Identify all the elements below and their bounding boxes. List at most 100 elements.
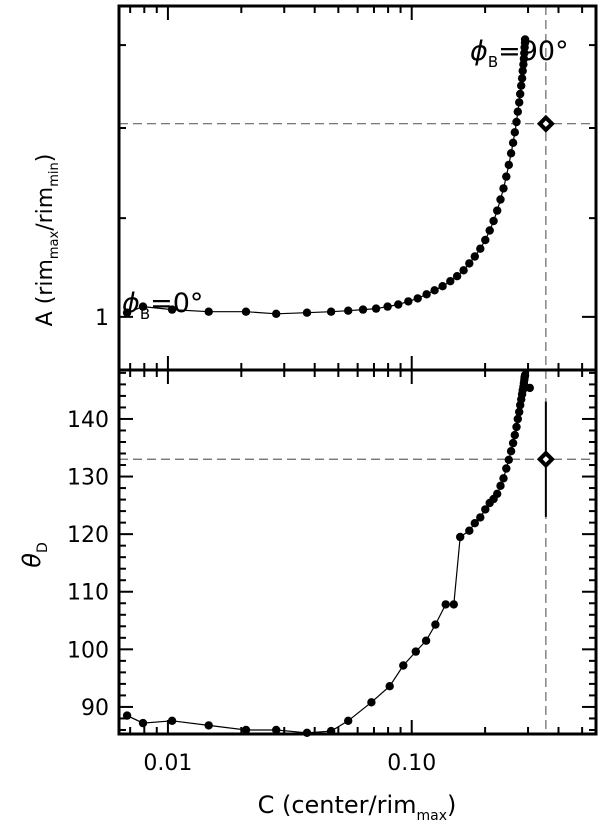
bottom-points (122, 371, 534, 737)
bottom-data-point-17 (456, 532, 465, 542)
bottom-reference-lines (119, 370, 596, 734)
top-data-point-34 (510, 128, 519, 137)
bottom-data-point-11 (399, 661, 408, 670)
bottom-data-point-24 (493, 489, 502, 498)
top-data-point-35 (512, 117, 521, 127)
bottom-data-point-15 (441, 600, 450, 609)
top-measurement (536, 114, 555, 133)
bottom-data-point-19 (470, 519, 479, 528)
bottom-data-point-1 (138, 718, 148, 728)
annotation-phi-b-90: ϕB=90° (470, 36, 569, 71)
bottom-data-point-13 (421, 636, 431, 645)
top-y-tick-label: 1 (95, 306, 109, 331)
top-measurement-marker-center (542, 120, 550, 127)
top-data-point-26 (489, 216, 498, 226)
bottom-y-tick-label: 100 (67, 638, 109, 663)
x-axis-label: C (center/rimmax) (258, 791, 457, 824)
bottom-data-point-28 (504, 455, 513, 464)
bottom-data-point-21 (481, 505, 490, 514)
top-data-point-14 (413, 294, 422, 303)
bottom-y-axis-label: θD (18, 542, 51, 567)
bottom-data-point-20 (476, 513, 485, 522)
top-data-point-2 (167, 305, 177, 314)
top-data-point-12 (394, 300, 403, 309)
bottom-plot-frame (117, 368, 598, 736)
bottom-data-point-33 (513, 414, 522, 424)
top-data-point-8 (344, 306, 353, 315)
bottom-data-point-30 (508, 438, 518, 448)
top-data-point-3 (204, 307, 213, 316)
bottom-data-point-32 (512, 422, 521, 432)
bottom-data-point-31 (510, 430, 519, 440)
top-data-point-32 (506, 149, 516, 158)
top-data-point-15 (422, 290, 431, 299)
bottom-data-point-27 (502, 464, 511, 473)
top-data-point-19 (452, 272, 462, 281)
annotation-phi-b-0: ϕB=0° (122, 288, 203, 323)
top-y-tick-labels: 1 (95, 306, 109, 331)
top-data-point-1 (138, 302, 148, 311)
top-y-axis-label: A (rimmax/rimmin) (33, 154, 62, 327)
bottom-y-tick-label: 90 (81, 696, 109, 721)
bottom-data-point-4 (241, 725, 251, 735)
bottom-data-point-16 (449, 600, 458, 609)
top-data-point-24 (481, 235, 490, 245)
bottom-extra-point-0 (525, 383, 534, 393)
top-data-point-0 (122, 308, 132, 317)
top-data-point-16 (430, 286, 439, 295)
top-data-point-39 (517, 81, 526, 90)
top-data-point-11 (383, 302, 392, 311)
x-tick-label: 0.01 (143, 751, 192, 776)
bottom-series-line (126, 375, 526, 734)
top-data-point-27 (493, 206, 502, 215)
top-data-point-41 (518, 66, 527, 76)
top-data-point-38 (516, 89, 525, 99)
top-data-point-18 (446, 277, 455, 286)
top-data-point-22 (470, 252, 479, 261)
bottom-data-point-25 (496, 481, 505, 490)
bottom-panel: θD C (center/rimmax) 90 100 110 120 130 140 0… (18, 368, 598, 824)
bottom-data-point-8 (344, 716, 353, 725)
top-data-point-4 (241, 307, 251, 316)
bottom-y-tick-labels: 90 100 110 120 130 140 (67, 408, 109, 721)
top-data-point-29 (499, 184, 508, 193)
bottom-data-point-3 (204, 721, 213, 730)
x-tick-label: 0.10 (387, 751, 436, 776)
bottom-data-point-12 (411, 647, 420, 656)
bottom-y-tick-label: 130 (67, 466, 109, 491)
top-data-point-7 (326, 307, 336, 316)
top-data-point-37 (515, 98, 524, 107)
bottom-y-tick-label: 140 (67, 408, 109, 433)
top-data-point-40 (517, 74, 527, 83)
top-data-point-23 (476, 244, 485, 253)
top-data-point-21 (465, 259, 474, 268)
bottom-data-point-10 (385, 682, 394, 691)
bottom-data-point-14 (431, 620, 440, 629)
bottom-measurement (536, 401, 555, 517)
top-data-point-13 (404, 297, 413, 306)
bottom-data-point-34 (515, 407, 524, 417)
top-data-point-25 (485, 226, 494, 235)
bottom-ticks (119, 370, 596, 734)
bottom-data-point-29 (506, 447, 516, 456)
x-tick-labels: 0.01 0.10 (143, 751, 436, 776)
top-data-point-36 (513, 107, 522, 116)
top-points (122, 35, 530, 318)
bottom-data-point-5 (272, 725, 281, 735)
bottom-y-tick-label: 110 (67, 581, 109, 606)
top-data-point-20 (459, 266, 468, 275)
bottom-data-point-18 (465, 526, 474, 535)
top-data-point-31 (504, 160, 513, 170)
top-data-point-6 (302, 308, 312, 317)
top-data-point-28 (496, 195, 505, 204)
top-data-point-17 (438, 282, 447, 291)
top-data-point-5 (272, 309, 281, 318)
top-data-point-30 (502, 172, 511, 181)
bottom-curve (126, 375, 526, 734)
bottom-data-point-2 (167, 716, 177, 725)
top-data-point-10 (371, 304, 381, 313)
top-data-point-33 (508, 138, 518, 147)
bottom-data-point-26 (499, 474, 508, 483)
bottom-data-point-9 (367, 698, 376, 707)
